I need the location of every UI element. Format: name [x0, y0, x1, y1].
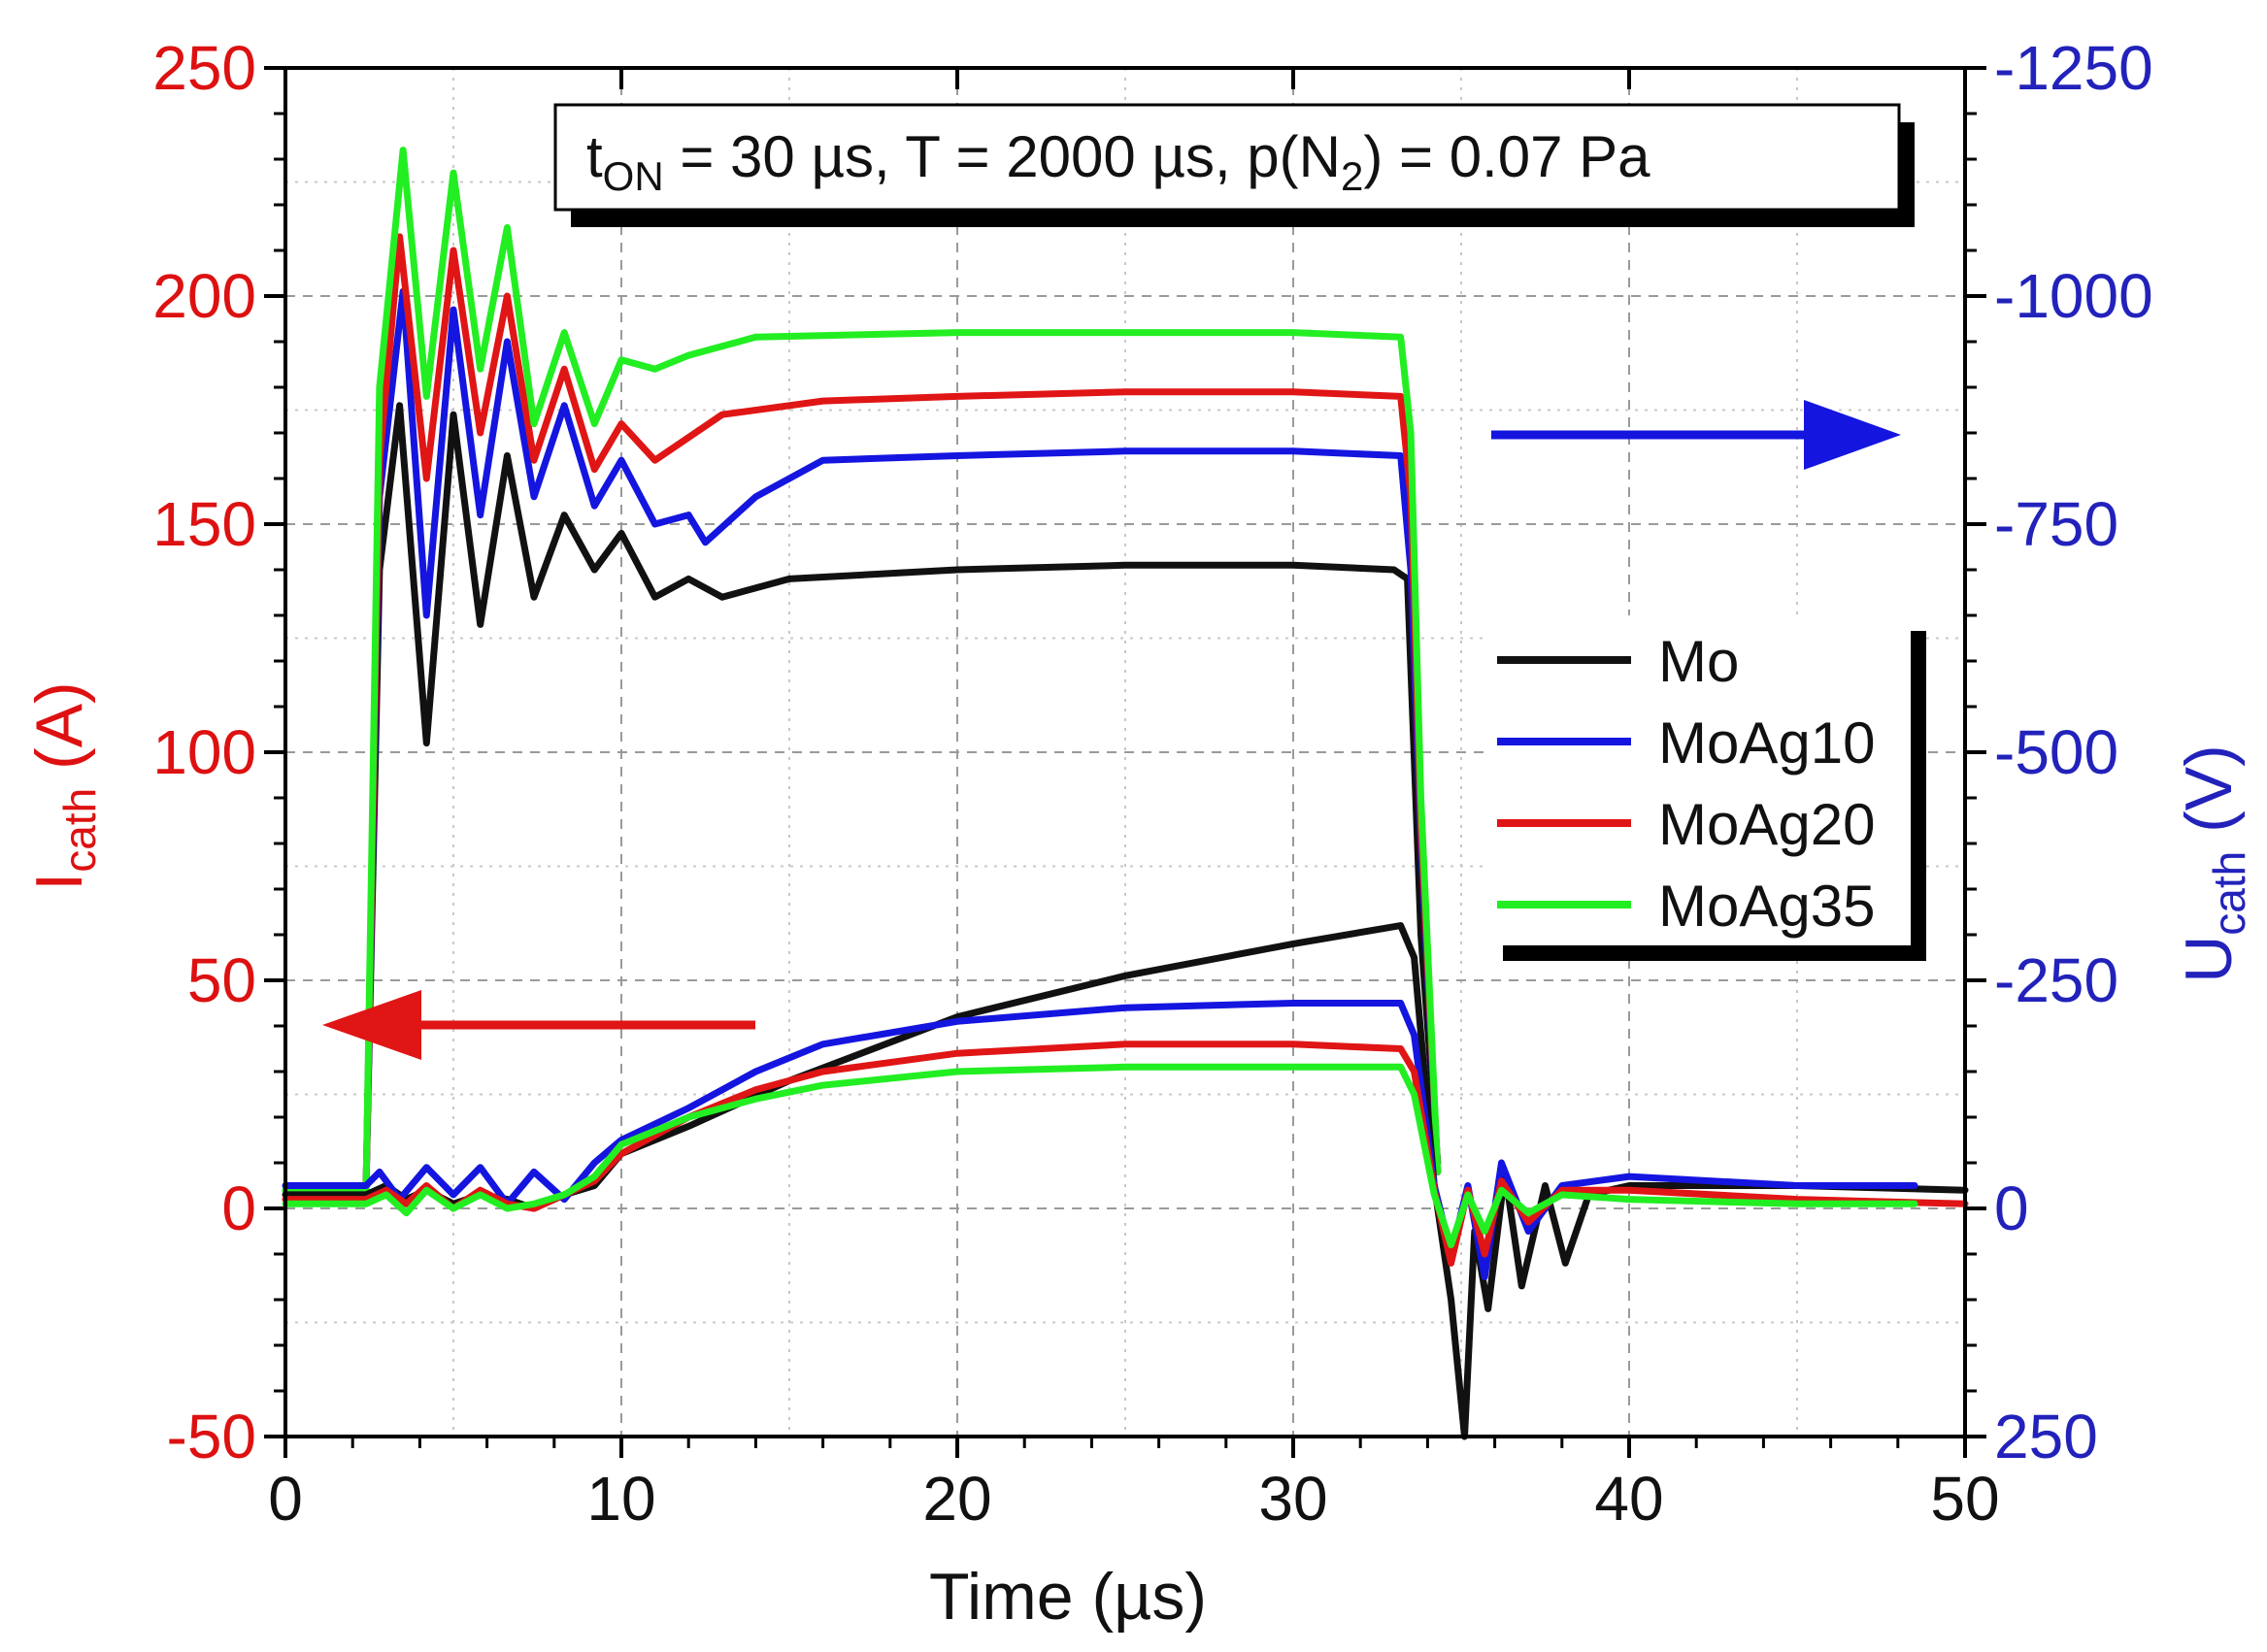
y-left-tick-label: 0 — [221, 1173, 256, 1243]
plot-series — [282, 147, 1969, 1440]
y-right-tick-label: -500 — [1994, 717, 2118, 787]
x-tick-label: 20 — [922, 1464, 991, 1534]
y-axis-title-left: Icath (A) — [22, 681, 105, 890]
series-moag20-voltage — [282, 233, 1442, 1194]
y-left-tick-label: 50 — [187, 945, 256, 1015]
x-tick-label: 40 — [1594, 1464, 1663, 1534]
x-tick-label: 30 — [1258, 1464, 1327, 1534]
x-axis-title: Time (µs) — [929, 1560, 1207, 1634]
y-right-tick-label: 0 — [1994, 1173, 2029, 1243]
annotation-frame — [553, 103, 1901, 212]
y-left-tick-label: 200 — [152, 261, 256, 331]
series-moag10-current — [282, 1000, 1918, 1280]
x-tick-label: 10 — [586, 1464, 655, 1534]
y-right-tick-label: -1000 — [1994, 261, 2153, 331]
series-mo-voltage — [282, 402, 1442, 1194]
x-tick-label: 0 — [268, 1464, 303, 1534]
y-left-tick-label: 100 — [152, 717, 256, 787]
series-moag35-current — [282, 1063, 1918, 1249]
series-moag10-voltage — [282, 287, 1442, 1194]
voltage-axis-arrow — [1491, 400, 1901, 470]
series-moag35-voltage — [282, 147, 1442, 1194]
legend-label-moag35: MoAg35 — [1658, 874, 1875, 939]
y-left-tick-label: -50 — [167, 1402, 257, 1471]
y-right-tick-label: -250 — [1994, 945, 2118, 1015]
current-axis-arrow — [322, 990, 755, 1060]
y-right-tick-label: 250 — [1994, 1402, 2098, 1471]
y-axis-title-right: Ucath (V) — [2172, 744, 2254, 983]
y-left-tick-label: 250 — [152, 33, 256, 103]
legend-label-mo: Mo — [1658, 629, 1739, 694]
series-moag20-current — [282, 1041, 1969, 1267]
legend-label-moag20: MoAg20 — [1658, 792, 1875, 857]
legend-label-moag10: MoAg10 — [1658, 710, 1875, 776]
y-right-tick-label: -1250 — [1994, 33, 2153, 103]
x-tick-label: 50 — [1930, 1464, 1999, 1534]
legend-frame — [1487, 615, 1911, 945]
legend: Mo MoAg10 MoAg20 MoAg35 — [1487, 615, 1926, 961]
annotation-box: tON = 30 µs, T = 2000 µs, p(N2) = 0.07 P… — [553, 103, 1915, 227]
axis-ticks: 0 10 20 30 40 50-500501001502002502500-250-50… — [152, 33, 2152, 1534]
y-right-tick-label: -750 — [1994, 489, 2118, 559]
y-left-tick-label: 150 — [152, 489, 256, 559]
annotation-text: tON = 30 µs, T = 2000 µs, p(N2) = 0.07 P… — [586, 124, 1650, 199]
